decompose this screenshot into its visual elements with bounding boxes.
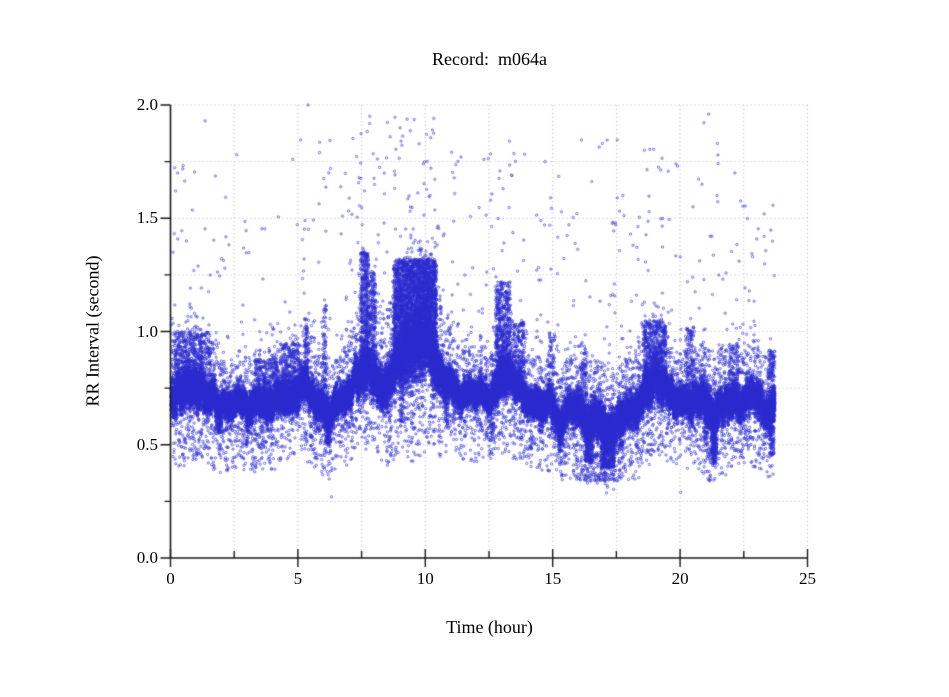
x-tick-label: 10 [416, 569, 434, 588]
y-tick-label: 2.0 [136, 95, 158, 114]
y-tick-label: 1.0 [136, 321, 158, 341]
chart-title: Record: m064a [432, 49, 547, 69]
x-tick-label: 0 [166, 569, 175, 588]
y-tick-label: 0.5 [136, 434, 158, 454]
x-tick-label: 5 [293, 569, 303, 588]
y-tick-label: 0.0 [136, 548, 158, 567]
x-tick-label: 15 [544, 569, 562, 588]
x-axis-label: Time (hour) [446, 617, 533, 637]
x-tick-label: 25 [799, 569, 816, 588]
x-tick-label: 20 [671, 569, 689, 588]
y-tick-label: 1.5 [136, 208, 158, 228]
